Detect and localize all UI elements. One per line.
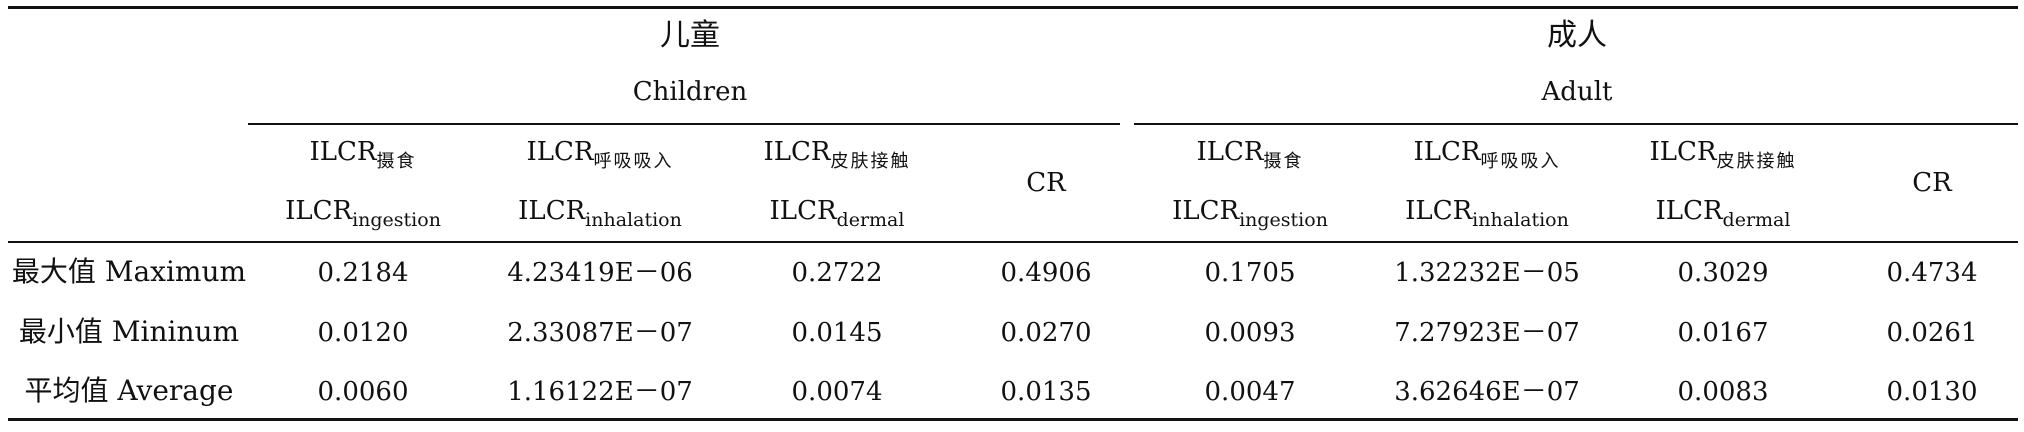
col-header-ilcr-inhalation-zh: ILCR呼吸吸入 [1413, 137, 1561, 172]
col-main: ILCR [1649, 137, 1717, 167]
col-header-ilcr-dermal-en: ILCRdermal [1655, 196, 1791, 231]
col-main: ILCR [763, 137, 831, 167]
col-sub: 呼吸吸入 [1480, 151, 1561, 172]
row-label-maximum: 最大值 Maximum [11, 255, 247, 288]
col-header-ilcr-ingestion-en: ILCRingestion [1172, 196, 1328, 231]
col-header-cr: CR [1026, 168, 1066, 198]
table-cell: 0.0261 [1886, 318, 1978, 348]
col-main: ILCR [1172, 196, 1240, 226]
group-title-children-en: Children [632, 77, 748, 107]
col-sub: 摄食 [376, 151, 417, 172]
table-cell: 0.0145 [791, 318, 883, 348]
table-cell: 0.0120 [317, 318, 409, 348]
col-main: ILCR [1405, 196, 1473, 226]
col-main: ILCR [518, 196, 586, 226]
col-main: ILCR [309, 137, 377, 167]
table-cell: 0.3029 [1677, 258, 1769, 288]
col-header-ilcr-ingestion-zh: ILCR摄食 [309, 137, 417, 172]
header-bottom-rule [8, 241, 2018, 243]
col-sub: 皮肤接触 [830, 151, 911, 172]
top-rule [8, 6, 2018, 9]
table-cell: 0.0270 [1000, 318, 1092, 348]
table-cell: 0.0135 [1000, 377, 1092, 407]
table-cell: 0.4906 [1000, 258, 1092, 288]
table-cell: 0.0060 [317, 377, 409, 407]
table-cell: 1.16122E－07 [507, 377, 693, 407]
group-title-children-zh: 儿童 [660, 18, 720, 53]
table-cell: 0.2722 [791, 258, 883, 288]
col-header-ilcr-dermal-zh: ILCR皮肤接触 [763, 137, 911, 172]
col-main: ILCR [1655, 196, 1723, 226]
col-main: ILCR [1196, 137, 1264, 167]
col-header-ilcr-ingestion-en: ILCRingestion [285, 196, 441, 231]
adult-group-rule [1134, 123, 2018, 125]
col-sub: 呼吸吸入 [593, 151, 674, 172]
group-title-adult-en: Adult [1541, 77, 1613, 107]
col-main: ILCR [769, 196, 837, 226]
col-header-ilcr-inhalation-en: ILCRinhalation [1405, 196, 1569, 231]
table-cell: 2.33087E－07 [507, 318, 693, 348]
group-title-adult-zh: 成人 [1547, 18, 1607, 53]
col-header-ilcr-ingestion-zh: ILCR摄食 [1196, 137, 1304, 172]
col-main: ILCR [526, 137, 594, 167]
table-cell: 0.2184 [317, 258, 409, 288]
table-cell: 0.4734 [1886, 258, 1978, 288]
col-sub: ingestion [352, 209, 441, 231]
table-cell: 0.0093 [1204, 318, 1296, 348]
col-sub: 皮肤接触 [1716, 151, 1797, 172]
col-header-ilcr-inhalation-zh: ILCR呼吸吸入 [526, 137, 674, 172]
col-sub: dermal [1722, 209, 1791, 231]
col-main: ILCR [1413, 137, 1481, 167]
table-cell: 1.32232E－05 [1394, 258, 1580, 288]
bottom-rule [8, 418, 2018, 421]
col-sub: inhalation [585, 209, 682, 231]
table-cell: 4.23419E－06 [507, 258, 693, 288]
table-cell: 0.1705 [1204, 258, 1296, 288]
table-cell: 0.0047 [1204, 377, 1296, 407]
col-header-cr: CR [1912, 168, 1952, 198]
table-cell: 7.27923E－07 [1394, 318, 1580, 348]
col-main: ILCR [285, 196, 353, 226]
table-cell: 3.62646E－07 [1394, 377, 1580, 407]
col-header-ilcr-dermal-zh: ILCR皮肤接触 [1649, 137, 1797, 172]
col-sub: 摄食 [1263, 151, 1304, 172]
table-cell: 0.0167 [1677, 318, 1769, 348]
col-header-ilcr-inhalation-en: ILCRinhalation [518, 196, 682, 231]
col-sub: dermal [836, 209, 905, 231]
row-label-average: 平均值 Average [24, 374, 234, 407]
children-group-rule [248, 123, 1120, 125]
table-cell: 0.0074 [791, 377, 883, 407]
row-label-minimum: 最小值 Mininum [18, 315, 240, 348]
table-cell: 0.0130 [1886, 377, 1978, 407]
col-sub: inhalation [1472, 209, 1569, 231]
col-sub: ingestion [1239, 209, 1328, 231]
col-header-ilcr-dermal-en: ILCRdermal [769, 196, 905, 231]
table-cell: 0.0083 [1677, 377, 1769, 407]
